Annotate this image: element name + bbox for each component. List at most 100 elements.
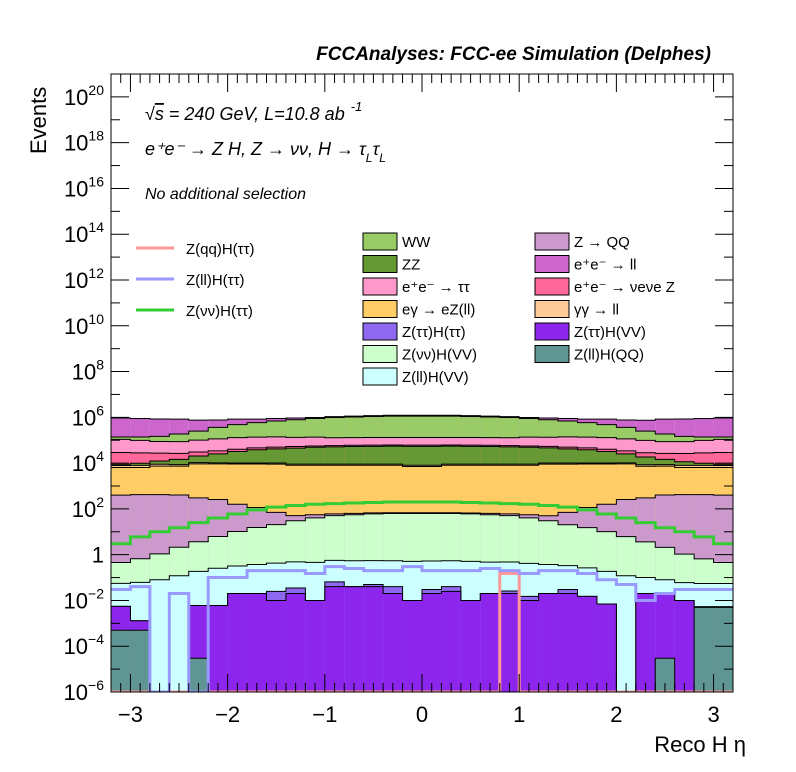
- bar-z-h-vv: [285, 593, 306, 692]
- outline-z-ll-h-qq: [111, 606, 733, 692]
- y-tick-label: 108: [72, 357, 104, 385]
- outline-z-qq: [111, 494, 733, 517]
- bar-z-ll-h-qq: [655, 658, 675, 692]
- x-tick-label: 0: [416, 702, 428, 727]
- annotation-process: e⁺e⁻ → Z H, Z → νν, H → τLτL: [145, 139, 386, 165]
- outline-e-e: [111, 436, 733, 443]
- legend-label-e-e-ll: e⁺e⁻ → ll: [574, 257, 637, 274]
- legend-label-z-ll-h-vv: Z(ll)H(VV): [402, 369, 469, 386]
- y-tick-label: 1018: [64, 128, 104, 156]
- y-tick-label: 1014: [64, 219, 104, 247]
- bar-z-h-vv: [227, 593, 248, 692]
- bar-z-ll-h-vv: [169, 575, 189, 692]
- y-tick-label: 1016: [64, 173, 104, 201]
- bar-z-ll-h-vv: [149, 579, 170, 692]
- x-tick-label: 2: [610, 702, 622, 727]
- legend-swatch-ww: [362, 232, 398, 251]
- legend-label-ww: WW: [402, 234, 431, 251]
- signal-lines: [111, 500, 733, 692]
- frame: [110, 73, 734, 693]
- bar-z-ll-h-qq: [111, 630, 131, 692]
- outline-zz: [111, 445, 733, 465]
- x-tick-label: 1: [513, 702, 525, 727]
- bar-z-h-vv: [402, 600, 422, 692]
- stack-fills: [111, 414, 733, 692]
- x-tick-label: −1: [312, 702, 337, 727]
- bar-z-ll-h-qq: [188, 658, 209, 692]
- bar-z-h-vv: [674, 600, 695, 692]
- legend-label-z-ll-h-qq: Z(ll)H(QQ): [574, 347, 644, 364]
- legend-label-z-qq-h: Z(qq)H(ττ): [186, 241, 255, 258]
- chart-text: FCCAnalyses: FCC-ee Simulation (Delphes)…: [26, 44, 746, 757]
- outline-z-ll-h-vv: [111, 559, 733, 584]
- y-tick-label: 1020: [64, 82, 104, 110]
- legend: Z(qq)H(ττ) Z(ll)H(ττ) Z(νν)H(ττ) WW Z → QQ ZZ…: [136, 232, 675, 386]
- bar-z-h-vv: [480, 593, 500, 692]
- y-axis-label: Events: [26, 87, 51, 154]
- y-tick-label: 104: [72, 448, 104, 476]
- x-tick-label: −2: [215, 702, 240, 727]
- bar-z-h-vv: [344, 586, 364, 692]
- outline-e-e-e-e-z: [111, 444, 733, 454]
- y-tick-label: 1010: [64, 311, 104, 339]
- outline-e-ez-ll: [111, 463, 733, 469]
- legend-label-e-e-e-e-z: e⁺e⁻ → νeνe Z: [574, 279, 675, 296]
- outline-z-h-vv: [111, 586, 733, 692]
- legend-label-ll: γγ → ll: [574, 302, 619, 319]
- legend-swatch-z-h: [362, 322, 398, 341]
- stack-z-ll-h-qq: [111, 606, 733, 692]
- legend-swatch-e-ez-ll: [362, 300, 398, 318]
- bar-z-h-vv: [266, 600, 286, 692]
- bar-z-h-vv: [519, 600, 539, 692]
- bar-z-ll-h-qq: [713, 607, 733, 692]
- y-tick-label: 1: [92, 543, 104, 568]
- bar-z-h-vv: [441, 591, 461, 692]
- legend-label-z-h-vv: Z(νν)H(VV): [402, 347, 477, 364]
- legend-label-z-ll-h: Z(ll)H(ττ): [186, 272, 245, 289]
- bar-z-ll-h-qq: [694, 607, 714, 692]
- legend-label-zz: ZZ: [402, 257, 420, 274]
- bar-z-h-vv: [208, 605, 228, 692]
- y-tick-label: 10−2: [64, 585, 105, 613]
- legend-swatch-e-e-ll: [534, 255, 570, 273]
- bar-z-h-vv: [422, 593, 442, 692]
- bar-z-h-vv: [460, 600, 481, 692]
- y-tick-label: 102: [72, 494, 104, 522]
- bar-z-ll-h-vv: [616, 575, 636, 692]
- y-tick-label: 1012: [64, 265, 104, 293]
- x-tick-label: −3: [118, 702, 143, 727]
- bar-z-h-vv: [596, 603, 617, 692]
- legend-label-e-ez-ll: eγ → eZ(ll): [402, 302, 475, 319]
- bar-z-h-vv: [558, 593, 578, 692]
- legend-swatch-z-ll-h-qq: [534, 345, 570, 363]
- outline-ww: [111, 415, 733, 438]
- bar-z-h-vv: [324, 586, 345, 692]
- legend-swatch-zz: [362, 255, 398, 273]
- legend-swatch-ll: [534, 300, 570, 318]
- bar-z-h-vv: [383, 593, 403, 692]
- x-tick-label: 3: [707, 702, 719, 727]
- legend-swatch-e-e: [362, 277, 398, 296]
- legend-label-z-h: Z(νν)H(ττ): [186, 303, 253, 320]
- legend-swatch-z-qq: [534, 232, 570, 251]
- annotation-selection: No additional selection: [145, 186, 306, 203]
- legend-swatch-e-e-e-e-z: [534, 277, 570, 296]
- chart-title: FCCAnalyses: FCC-ee Simulation (Delphes): [316, 44, 711, 65]
- bar-z-h-vv: [247, 593, 267, 692]
- legend-swatch-z-ll-h-vv: [362, 367, 398, 386]
- line-z-ll-h: [111, 565, 733, 692]
- bar-z-h-vv: [363, 586, 384, 692]
- bar-z-h-vv: [635, 593, 656, 692]
- bar-z-h-vv: [305, 600, 325, 692]
- outline-e-e-ll: [111, 414, 733, 421]
- line-z-h: [111, 500, 733, 546]
- outline-ll: [111, 462, 733, 466]
- y-tick-label: 10−6: [64, 677, 105, 705]
- legend-label-z-qq: Z → QQ: [574, 234, 630, 251]
- legend-label-e-e: e⁺e⁻ → ττ: [402, 279, 470, 296]
- legend-label-z-h: Z(ττ)H(ττ): [402, 324, 466, 341]
- legend-swatch-z-h-vv: [534, 322, 570, 341]
- legend-swatch-z-h-vv: [362, 345, 398, 363]
- annotation-energy: √s = 240 GeV, L=10.8 ab -1: [145, 99, 362, 124]
